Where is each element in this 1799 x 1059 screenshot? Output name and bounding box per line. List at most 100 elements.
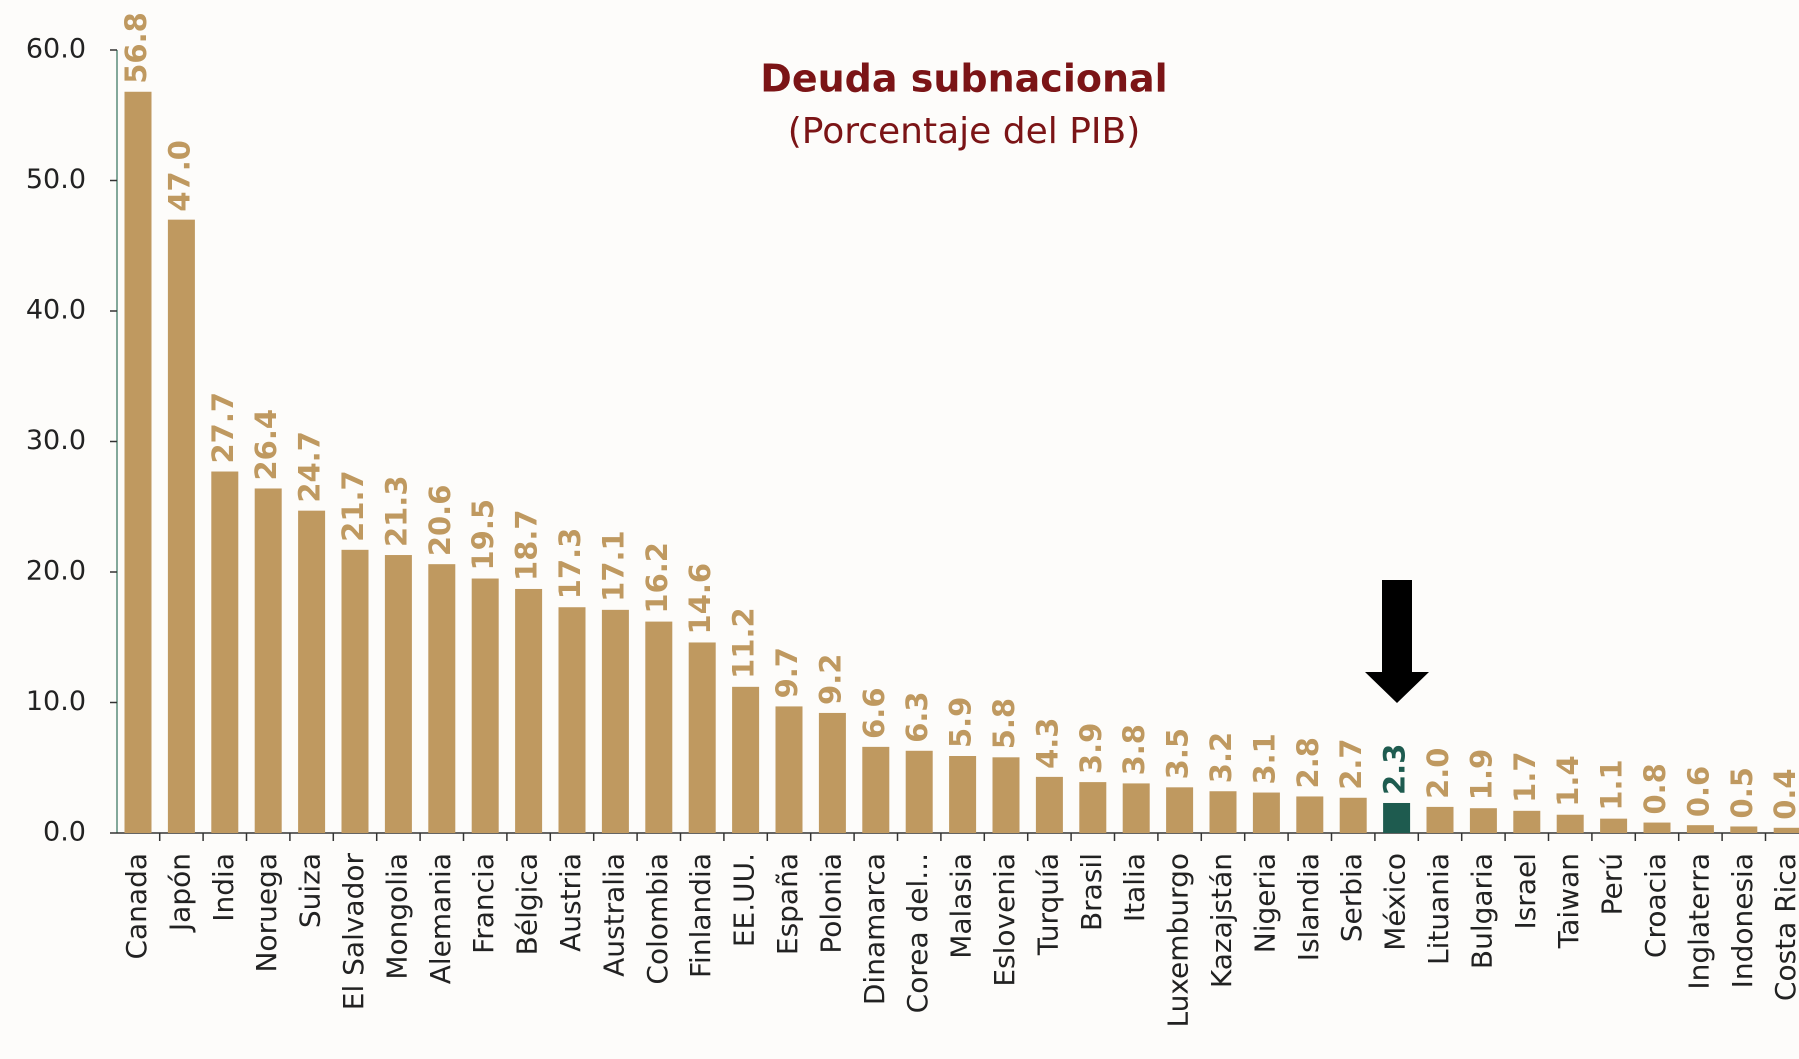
- data-label: 6.3: [900, 691, 934, 742]
- data-label: 5.9: [944, 697, 978, 748]
- data-label: 0.6: [1681, 766, 1715, 817]
- bar: [1426, 806, 1454, 833]
- data-label: 16.2: [640, 542, 674, 614]
- data-label: 3.5: [1161, 728, 1195, 779]
- bar: [211, 471, 239, 833]
- bar: [428, 564, 456, 833]
- data-label: 19.5: [466, 499, 500, 571]
- data-label: 21.3: [379, 475, 413, 547]
- x-tick-label: Bélgica: [511, 853, 544, 955]
- x-tick-label: Corea del...: [901, 853, 934, 1013]
- x-tick-label: Kazajstán: [1205, 853, 1238, 988]
- y-tick-label: 10.0: [26, 686, 86, 717]
- x-tick-label: EE.UU.: [728, 853, 761, 947]
- x-tick-label: Eslovenia: [988, 853, 1021, 987]
- data-label: 1.4: [1551, 755, 1585, 806]
- bar: [1513, 810, 1541, 833]
- arrow-head: [1365, 672, 1429, 703]
- x-tick-label: Taiwan: [1552, 853, 1585, 949]
- data-label: 17.1: [596, 530, 630, 602]
- bar: [818, 712, 846, 833]
- data-label: 21.7: [336, 470, 370, 542]
- x-tick-label: Malasia: [945, 853, 978, 959]
- data-label: 20.6: [423, 485, 457, 557]
- bar: [341, 549, 369, 833]
- data-label: 4.3: [1030, 718, 1064, 769]
- bar: [775, 706, 803, 833]
- x-tick-label: Canada: [120, 853, 153, 960]
- bar: [688, 642, 716, 833]
- bar: [1296, 796, 1324, 833]
- arrow-shaft: [1382, 580, 1412, 674]
- x-tick-label: Nigeria: [1248, 853, 1281, 953]
- bar: [601, 609, 629, 833]
- x-tick-label: India: [207, 853, 240, 922]
- data-label: 47.0: [162, 140, 196, 212]
- bar: [298, 510, 326, 833]
- bar: [1773, 827, 1799, 833]
- bar: [992, 757, 1020, 833]
- bar: [1166, 787, 1194, 833]
- data-label: 1.7: [1508, 751, 1542, 802]
- data-label: 2.8: [1291, 737, 1325, 788]
- data-label: 2.0: [1421, 748, 1455, 799]
- bar: [254, 488, 282, 833]
- y-tick-label: 60.0: [26, 34, 86, 65]
- bar: [1600, 818, 1628, 833]
- x-tick-label: Australia: [597, 853, 630, 977]
- data-label: 9.7: [770, 647, 804, 698]
- data-label: 2.7: [1334, 738, 1368, 789]
- bar: [1469, 808, 1497, 833]
- x-tick-label: Brasil: [1075, 853, 1108, 931]
- x-tick-label: Suiza: [294, 853, 327, 928]
- data-label: 1.9: [1464, 749, 1498, 800]
- bar: [862, 746, 890, 833]
- bar: [1122, 783, 1150, 833]
- x-tick-label: Dinamarca: [858, 853, 891, 1005]
- x-tick-label: Islandia: [1292, 853, 1325, 961]
- bar: [1686, 825, 1714, 833]
- data-label: 0.5: [1725, 767, 1759, 818]
- data-label: 3.2: [1204, 732, 1238, 783]
- x-tick-label: Costa Rica: [1769, 853, 1799, 1001]
- chart-title: Deuda subnacional: [760, 57, 1167, 101]
- x-tick-label: Francia: [467, 853, 500, 954]
- bar: [905, 750, 933, 833]
- data-label: 27.7: [206, 392, 240, 464]
- data-label: 3.1: [1247, 733, 1281, 784]
- x-tick-label: Mongolia: [380, 853, 413, 980]
- data-label: 18.7: [510, 509, 544, 581]
- bar: [558, 607, 586, 833]
- data-label: 2.3: [1378, 744, 1412, 795]
- bar: [1252, 792, 1280, 833]
- x-tick-label: México: [1379, 853, 1412, 951]
- y-tick-label: 0.0: [43, 817, 86, 848]
- y-tick-label: 30.0: [26, 425, 86, 456]
- data-label: 6.6: [857, 687, 891, 738]
- bar: [515, 588, 543, 833]
- y-tick-label: 50.0: [26, 164, 86, 195]
- bar: [1556, 814, 1584, 833]
- x-tick-label: Israel: [1509, 853, 1542, 930]
- x-tick-label: Croacia: [1639, 853, 1672, 958]
- x-tick-label: Colombia: [641, 853, 674, 985]
- x-tick-label: Polonia: [814, 853, 847, 954]
- x-tick-label: Finlandia: [684, 853, 717, 978]
- x-tick-label: El Salvador: [337, 853, 370, 1011]
- data-label: 56.8: [119, 12, 153, 84]
- x-tick-label: España: [771, 853, 804, 955]
- bar: [384, 555, 412, 833]
- data-label: 9.2: [813, 654, 847, 705]
- x-tick-label: Bulgaria: [1465, 853, 1498, 969]
- data-label: 3.9: [1074, 723, 1108, 774]
- bar: [1730, 826, 1758, 833]
- x-tick-label: Indonesia: [1726, 853, 1759, 988]
- bar: [949, 756, 977, 833]
- data-label: 1.1: [1595, 759, 1629, 810]
- bar: [1079, 782, 1107, 833]
- x-tick-label: Perú: [1596, 853, 1629, 915]
- x-tick-label: Alemania: [424, 853, 457, 984]
- data-label: 17.3: [553, 528, 587, 600]
- x-tick-label: Luxemburgo: [1162, 853, 1195, 1028]
